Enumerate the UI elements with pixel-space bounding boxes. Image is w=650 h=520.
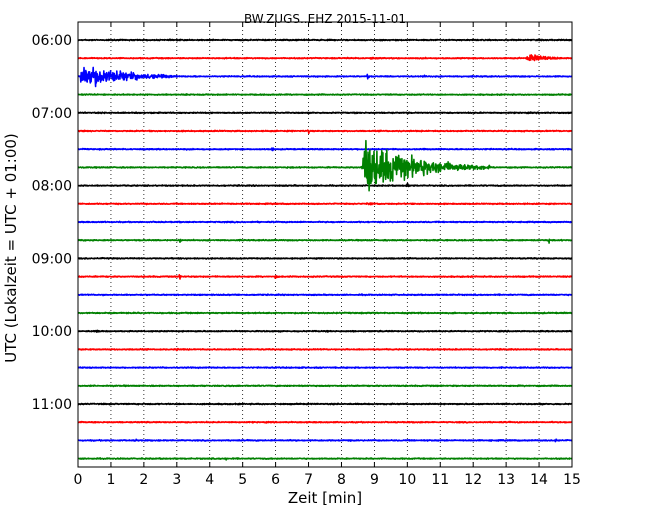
trace-0630 (78, 66, 572, 88)
trace-0700 (78, 111, 572, 115)
trace-0645 (78, 93, 572, 97)
x-axis: 0 1 2 3 4 5 6 7 8 9 10 11 12 13 14 15 (74, 22, 581, 488)
trace-1130 (78, 438, 572, 443)
x-tick-label: 7 (304, 472, 313, 488)
y-tick-label: 11:00 (32, 397, 72, 413)
chart-title: BW.ZUGS..EHZ 2015-11-01 (244, 12, 406, 26)
trace-0745 (78, 139, 572, 192)
y-axis-label: UTC (Lokalzeit = UTC + 01:00) (2, 133, 20, 363)
x-tick-label: 0 (74, 472, 83, 488)
y-tick-label: 07:00 (32, 106, 72, 122)
trace-0845 (78, 238, 572, 244)
trace-1100 (78, 402, 572, 406)
x-tick-label: 11 (431, 472, 449, 488)
x-tick-label: 1 (106, 472, 115, 488)
trace-0815 (78, 202, 572, 206)
x-tick-label: 12 (464, 472, 482, 488)
y-tick-label: 10:00 (32, 324, 72, 340)
y-axis: 06:00 07:00 08:00 09:00 10:00 11:00 (32, 33, 572, 413)
x-axis-label: Zeit [min] (288, 489, 362, 507)
trace-0615 (78, 54, 572, 62)
x-tick-label: 4 (205, 472, 214, 488)
x-tick-label: 3 (172, 472, 181, 488)
trace-1145 (78, 457, 572, 461)
x-tick-label: 6 (271, 472, 280, 488)
trace-0900 (78, 256, 572, 260)
y-tick-label: 08:00 (32, 179, 72, 195)
plot-frame (77, 21, 573, 468)
x-tick-label: 14 (530, 472, 548, 488)
trace-1045 (78, 384, 572, 388)
x-tick-label: 10 (398, 472, 416, 488)
y-tick-label: 06:00 (32, 33, 72, 49)
x-tick-label: 9 (370, 472, 379, 488)
trace-1015 (78, 347, 572, 352)
trace-group (78, 38, 572, 461)
trace-1115 (78, 420, 572, 424)
x-tick-label: 5 (238, 472, 247, 488)
trace-1000 (78, 329, 572, 333)
trace-0830 (78, 220, 572, 224)
trace-1030 (78, 366, 572, 370)
trace-0715 (78, 129, 572, 135)
x-tick-label: 2 (139, 472, 148, 488)
trace-0930 (78, 293, 572, 297)
y-tick-label: 09:00 (32, 251, 72, 267)
trace-0600 (78, 38, 572, 42)
x-tick-label: 8 (337, 472, 346, 488)
trace-0730 (78, 147, 572, 152)
trace-0915 (78, 274, 572, 280)
x-tick-label: 13 (497, 472, 515, 488)
trace-0945 (78, 311, 572, 315)
x-tick-label: 15 (563, 472, 581, 488)
trace-0800 (78, 182, 572, 188)
